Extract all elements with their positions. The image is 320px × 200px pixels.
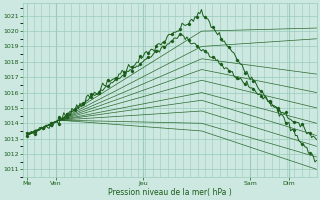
X-axis label: Pression niveau de la mer( hPa ): Pression niveau de la mer( hPa ) (108, 188, 232, 197)
